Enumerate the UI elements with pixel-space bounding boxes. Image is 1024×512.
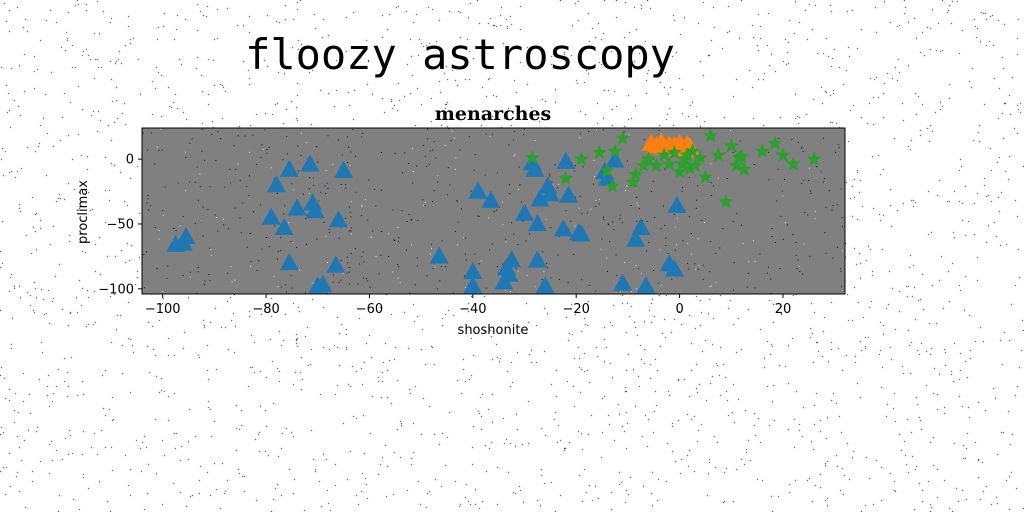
series-3-point [723, 138, 739, 153]
series-1-point [463, 276, 483, 294]
series-3-point [734, 148, 750, 163]
x-axis-label: shoshonite [458, 323, 529, 338]
series-3-point [591, 144, 608, 160]
series-1-point [527, 213, 547, 232]
series-1-point [287, 198, 307, 216]
series-1-point [326, 255, 346, 273]
series-3-point [785, 156, 801, 171]
series-1-point [334, 160, 354, 178]
series-1-point [540, 184, 560, 202]
series-3-point [648, 157, 664, 173]
series-3-point [697, 169, 713, 184]
series-1-point [535, 276, 555, 294]
x-tick-label: −40 [459, 302, 486, 317]
x-tick-label: 0 [675, 302, 683, 317]
series-3-point [703, 127, 719, 143]
plot-area [141, 127, 846, 295]
series-1-point [558, 185, 578, 203]
series-3-point [625, 174, 641, 189]
series-3-point [607, 143, 623, 158]
x-tick-label: −20 [562, 302, 589, 317]
series-1-point [525, 159, 545, 177]
series-1-point [499, 264, 519, 282]
y-axis-label: proclimax [76, 180, 91, 244]
series-1-point [313, 274, 333, 293]
series-1-point [515, 203, 535, 221]
series-1-point [274, 217, 294, 236]
series-3-point [573, 151, 589, 166]
data-markers [166, 127, 822, 294]
series-1-point [613, 273, 633, 291]
x-tick-label: −80 [252, 302, 279, 317]
series-1-point [626, 229, 646, 247]
series-1 [166, 150, 687, 294]
series-1-point [266, 175, 286, 193]
y-tick-label: −50 [107, 217, 134, 232]
series-1-point [176, 226, 196, 245]
series-3-point [672, 164, 688, 179]
x-axis-ticks: −100 −80 −60 −40 −20 0 20 [145, 294, 791, 317]
series-1-point [556, 151, 576, 169]
plot-frame [141, 127, 846, 295]
series-3-point [692, 149, 708, 165]
series-1-point [667, 195, 687, 214]
series-1-point [527, 250, 547, 268]
series-3 [524, 127, 822, 209]
series-3-point [524, 149, 540, 165]
series-1-point [429, 246, 449, 264]
figure-suptitle: floozy astroscopy [245, 30, 675, 79]
series-3-point [767, 135, 783, 150]
y-tick-label: −100 [98, 282, 134, 297]
series-1-point [328, 210, 348, 228]
series-3-point [775, 147, 791, 162]
series-3-point [641, 151, 657, 166]
series-1-point [305, 201, 325, 219]
series-3-point [615, 130, 631, 145]
series-3-point [679, 147, 695, 162]
series-3-point [754, 143, 770, 158]
series-1-point [605, 150, 625, 168]
y-axis-ticks: 0 −50 −100 [98, 153, 142, 297]
series-3-point [718, 193, 734, 209]
series-1-point [300, 154, 320, 172]
series-1-point [481, 190, 501, 208]
series-3-point [684, 143, 701, 158]
series-3-point [628, 166, 644, 182]
series-3-point [710, 147, 726, 162]
series-3-point [666, 144, 682, 160]
series-3-point [635, 157, 651, 173]
series-3-point [736, 161, 752, 176]
series-3-point [604, 178, 620, 193]
series-1-point [530, 189, 550, 207]
x-tick-label: 20 [775, 302, 792, 317]
series-1-point [463, 261, 483, 280]
series-1-point [664, 259, 684, 277]
series-1-point [636, 276, 656, 294]
chart-title: menarches [435, 103, 552, 125]
y-tick-label: 0 [126, 153, 134, 168]
series-1-point [502, 250, 522, 268]
series-1-point [468, 181, 488, 199]
series-1-point [571, 224, 591, 242]
series-1-point [261, 207, 281, 225]
series-3-point [656, 147, 672, 162]
series-3-point [728, 157, 745, 173]
x-tick-label: −60 [356, 302, 383, 317]
series-1-point [553, 219, 573, 237]
series-3-point [558, 170, 574, 186]
series-1-point [279, 252, 299, 271]
series-1-point [631, 217, 651, 236]
series-1-point [279, 159, 299, 177]
series-3-point [687, 157, 703, 173]
series-3-point [661, 156, 677, 171]
series-3-point [806, 151, 822, 166]
x-tick-label: −100 [145, 302, 181, 317]
series-3-point [599, 162, 615, 178]
series-3-point [682, 160, 698, 175]
